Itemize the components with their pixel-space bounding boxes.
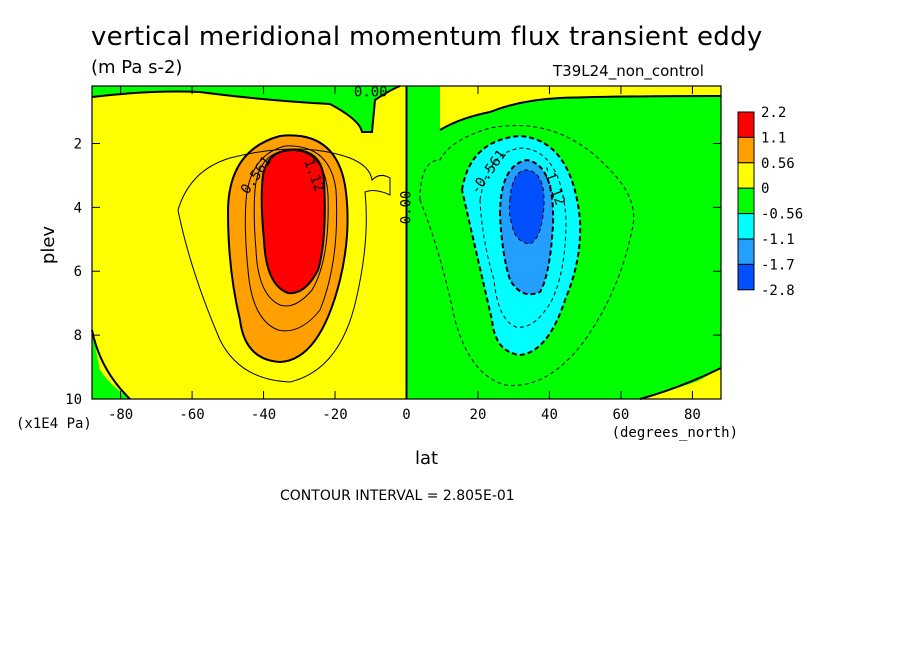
- north-contour-neg0.28: [419, 125, 635, 386]
- chart-title: vertical meridional momentum flux transi…: [91, 22, 763, 52]
- north-top-positive-region: [440, 86, 721, 130]
- contour-fills: [92, 86, 721, 399]
- south-red-core: [261, 150, 325, 294]
- south-contour-0.28: [177, 148, 391, 383]
- x-tick-label: -40: [251, 407, 276, 423]
- colorbar-swatch: [737, 111, 755, 138]
- colorbar-label: 0.56: [761, 156, 795, 172]
- south-contour-0.84: [244, 145, 338, 332]
- y-axis-label: plev: [38, 226, 59, 265]
- south-top-negative-region: [92, 86, 400, 132]
- colorbar-label: -0.56: [761, 207, 803, 223]
- colorbar-label: -1.1: [761, 232, 795, 248]
- y-tick-label: 10: [65, 392, 82, 408]
- zero-contour-top-north: [439, 95, 722, 131]
- south-contour-1.4: [260, 148, 326, 295]
- y-tick-label: 2: [74, 136, 82, 152]
- colorbar-label: 2.2: [761, 105, 786, 121]
- axes: -80 -60 -40 -20 0 20 40 60 80 2 4 6 8 10 lat (degrees_n…: [16, 85, 738, 469]
- north-contour-neg1.12: [498, 158, 555, 296]
- colorbar: 2.2 1.1 0.56 0 -0.56 -1.1 -1.7 -2.8: [737, 105, 803, 299]
- colorbar-label: 1.1: [761, 130, 786, 146]
- colorbar-swatch: [737, 238, 755, 265]
- contour-interval: CONTOUR INTERVAL = 2.805E-01: [280, 488, 515, 504]
- colorbar-label: -1.7: [761, 257, 795, 273]
- y-tick-label: 6: [74, 264, 82, 280]
- south-bottom-negative-region: [92, 330, 130, 399]
- north-contour-neg0.84: [479, 147, 567, 328]
- x-tick-label: 0: [402, 407, 410, 423]
- x-tick-label: 20: [470, 407, 487, 423]
- dataset-label: T39L24_non_control: [553, 62, 704, 80]
- x-tick-label: 80: [684, 407, 701, 423]
- colorbar-label: 0: [761, 181, 769, 197]
- colorbar-swatch: [737, 213, 755, 240]
- south-contour-0.56: [226, 134, 349, 364]
- y-axis-units: (x1E4 Pa): [16, 416, 92, 432]
- x-tick-label: -60: [179, 407, 204, 423]
- colorbar-swatch: [737, 162, 755, 189]
- zero-contour-bottom-north: [639, 367, 722, 400]
- contour-lines: [91, 85, 722, 400]
- zero-contour-top-south: [91, 85, 401, 133]
- y-tick-label: 4: [74, 200, 82, 216]
- x-tick-label: -80: [108, 407, 133, 423]
- north-contour-neg1.4: [508, 169, 545, 245]
- x-axis-label: lat: [415, 448, 438, 469]
- contour-label: 0.00: [399, 191, 415, 225]
- north-bottom-positive-region: [640, 368, 721, 399]
- x-tick-label: -20: [322, 407, 347, 423]
- colorbar-label: -2.8: [761, 283, 795, 299]
- x-axis-units: (degrees_north): [612, 425, 738, 441]
- north-blue-core: [509, 170, 545, 244]
- colorbar-swatch: [737, 263, 755, 291]
- x-tick-label: 60: [613, 407, 630, 423]
- chart-units: (m Pa s-2): [91, 57, 183, 78]
- colorbar-swatch: [737, 187, 755, 215]
- y-tick-label: 8: [74, 328, 82, 344]
- colorbar-swatch: [737, 136, 755, 164]
- zero-contour-bottom-south: [91, 329, 131, 400]
- contour-label: 0.00: [354, 84, 388, 100]
- x-tick-label: 40: [541, 407, 558, 423]
